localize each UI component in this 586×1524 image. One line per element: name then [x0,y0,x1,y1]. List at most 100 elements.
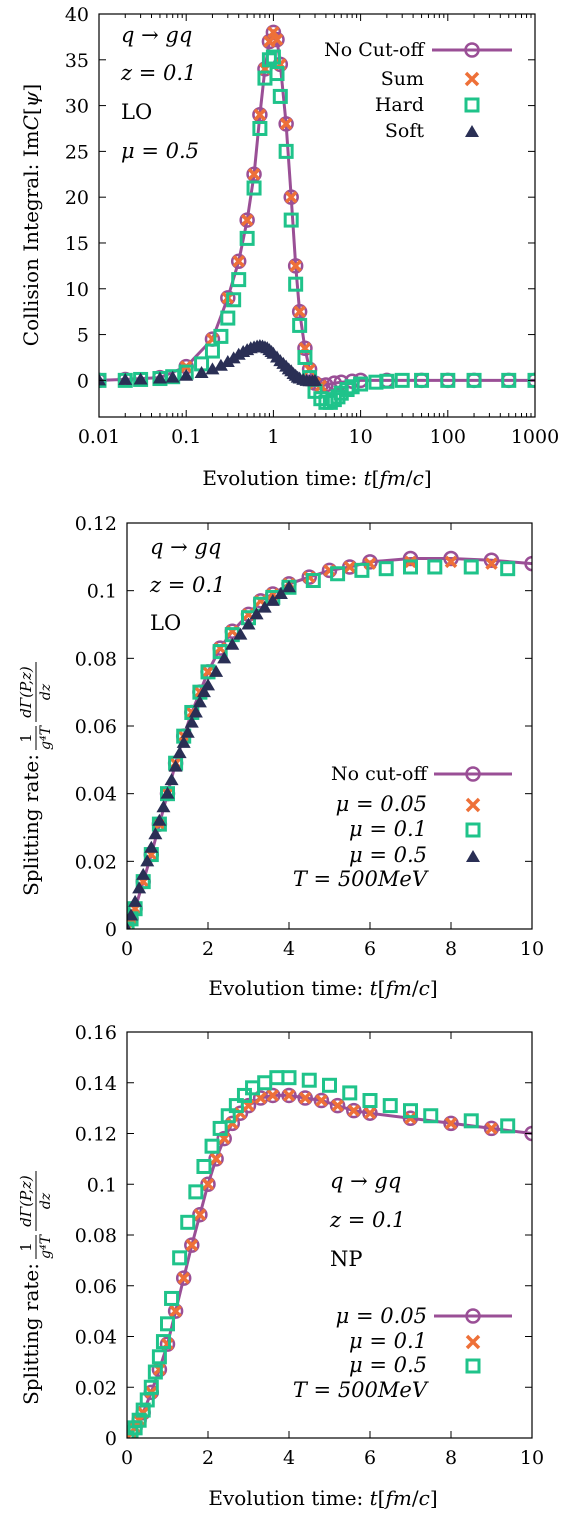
data-point [118,372,133,385]
data-point [213,328,229,344]
legend-label-sum: Sum [381,68,424,90]
data-point [403,1103,418,1119]
data-point [236,1087,252,1103]
data-point [220,355,235,368]
data-point [127,1420,143,1436]
x-axis-label: Evolution time: t[fm/c] [208,976,437,1000]
x-tick-label: 2 [202,1447,214,1469]
data-point [179,368,194,381]
data-point [99,373,106,386]
annotation-z: z = 0.1 [149,573,225,597]
data-point [362,1093,378,1109]
data-point [220,1108,236,1124]
data-point [220,310,236,326]
data-point [212,644,228,660]
data-point [165,370,180,383]
data-point [188,705,203,718]
data-point [193,1208,207,1221]
y-tick-label: 0 [77,370,89,392]
data-point [136,867,151,880]
data-point [289,259,302,273]
x-tick-label: 8 [445,1447,457,1469]
y-tick-label: 0.12 [75,1124,117,1146]
x-tick-label: 0 [121,938,133,960]
legend-marker-mu-05 [466,850,480,862]
legend-label-mu-005: μ = 0.05 [336,1304,427,1328]
data-point [301,569,317,585]
y-tick-label: 35 [65,50,89,72]
data-point [379,373,395,389]
panel-splitting-rate-np: 0 2 4 6 8 1000.020.040.060.080.10.120.140.16 … [17,1022,544,1510]
data-point [156,800,171,813]
annotation-process: q → gq [121,23,192,47]
data-point [155,1334,171,1350]
svg-text:dΓ(P,z): dΓ(P,z) [17,666,35,718]
data-point [273,587,288,600]
legend-marker-sum [464,71,480,87]
data-point [148,827,163,840]
data-point [230,253,247,270]
series-line [99,28,535,388]
data-point [483,552,500,568]
data-point [485,1122,498,1135]
y-tick-label: 0.1 [87,581,117,603]
svg-text:dz: dz [38,1192,54,1209]
x-tick-label: 0 [121,1447,133,1469]
data-point [143,1379,159,1395]
legend-marker-mu-01 [465,822,481,838]
y-tick-label: 25 [65,141,89,163]
data-point [394,372,410,388]
data-point [343,560,356,574]
data-point [342,1085,358,1101]
data-point [347,1104,361,1117]
x-tick-label: 100 [430,426,466,448]
x-tick-label: 0.1 [171,426,201,448]
data-point [226,292,242,308]
y-tick-label: 40 [65,4,89,26]
annotation-mu: μ = 0.5 [121,139,199,163]
data-point [329,1097,346,1114]
x-tick-label: 4 [283,938,295,960]
data-point [265,593,280,606]
x-tick-label: 1 [267,426,279,448]
panel-collision-integral: 0.01 0.1 1 10 100 1000 0 5 10 15 20 25 30 35 40 Evolut… [19,4,559,490]
data-point [168,759,183,772]
annotation-process: q → gq [150,535,221,559]
legend-label-mu-005: μ = 0.05 [336,792,427,816]
y-tick-label: 0 [105,919,117,941]
svg-text:Splitting rate:: Splitting rate: [19,754,43,896]
legend-marker-mu-01 [465,1334,481,1350]
data-point [440,372,456,388]
data-point [257,1075,273,1091]
data-point [177,1271,190,1285]
data-point [378,561,394,577]
data-point [196,1158,212,1174]
data-point [164,1290,180,1306]
data-point [194,366,209,379]
data-point [172,1250,188,1266]
annotation-process: q → gq [330,1169,401,1193]
data-point [180,1214,196,1230]
data-point [297,340,313,357]
data-point [278,116,294,132]
data-point [427,559,443,575]
axis-ticks: 0 2 4 6 8 10 0 0.02 0.04 0.06 0.08 0.1 0.12 0.14 0.16 [75,1022,544,1469]
data-point [288,276,304,292]
data-point [298,1091,312,1105]
data-point [443,550,459,567]
legend-temperature: T = 500MeV [293,867,429,891]
data-point [212,1120,228,1136]
data-point [344,379,360,395]
data-point [524,555,532,572]
y-tick-label: 0.08 [75,1225,117,1247]
data-point [283,212,299,228]
data-point [185,1238,199,1252]
data-point [159,1336,176,1352]
annotation-order: NP [330,1247,363,1271]
data-point [402,550,419,567]
data-point [414,372,430,388]
plot-frame [98,13,536,418]
data-point [247,168,261,181]
data-point [500,561,516,577]
data-point [297,349,313,365]
